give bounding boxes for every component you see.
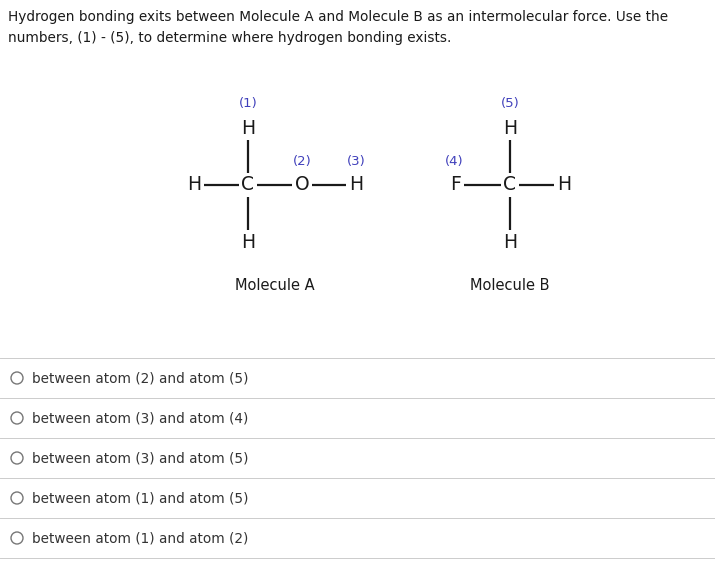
- Text: Molecule A: Molecule A: [235, 278, 315, 293]
- Text: (1): (1): [239, 98, 257, 111]
- Text: (4): (4): [445, 155, 463, 168]
- Text: Hydrogen bonding exits between Molecule A and Molecule B as an intermolecular fo: Hydrogen bonding exits between Molecule …: [8, 10, 668, 45]
- Text: between atom (3) and atom (4): between atom (3) and atom (4): [32, 411, 248, 425]
- Text: H: H: [503, 118, 517, 138]
- Text: H: H: [503, 232, 517, 252]
- Text: Molecule B: Molecule B: [470, 278, 550, 293]
- Text: (5): (5): [500, 98, 519, 111]
- Text: between atom (1) and atom (2): between atom (1) and atom (2): [32, 531, 248, 545]
- Text: O: O: [295, 175, 310, 195]
- Text: C: C: [503, 175, 516, 195]
- Text: H: H: [241, 118, 255, 138]
- Text: H: H: [187, 175, 201, 195]
- Text: (3): (3): [347, 155, 365, 168]
- Text: C: C: [242, 175, 255, 195]
- Text: (2): (2): [292, 155, 311, 168]
- Text: between atom (2) and atom (5): between atom (2) and atom (5): [32, 371, 249, 385]
- Text: H: H: [557, 175, 571, 195]
- Text: H: H: [241, 232, 255, 252]
- Text: F: F: [450, 175, 461, 195]
- Text: between atom (3) and atom (5): between atom (3) and atom (5): [32, 451, 249, 465]
- Text: between atom (1) and atom (5): between atom (1) and atom (5): [32, 491, 249, 505]
- Text: H: H: [349, 175, 363, 195]
